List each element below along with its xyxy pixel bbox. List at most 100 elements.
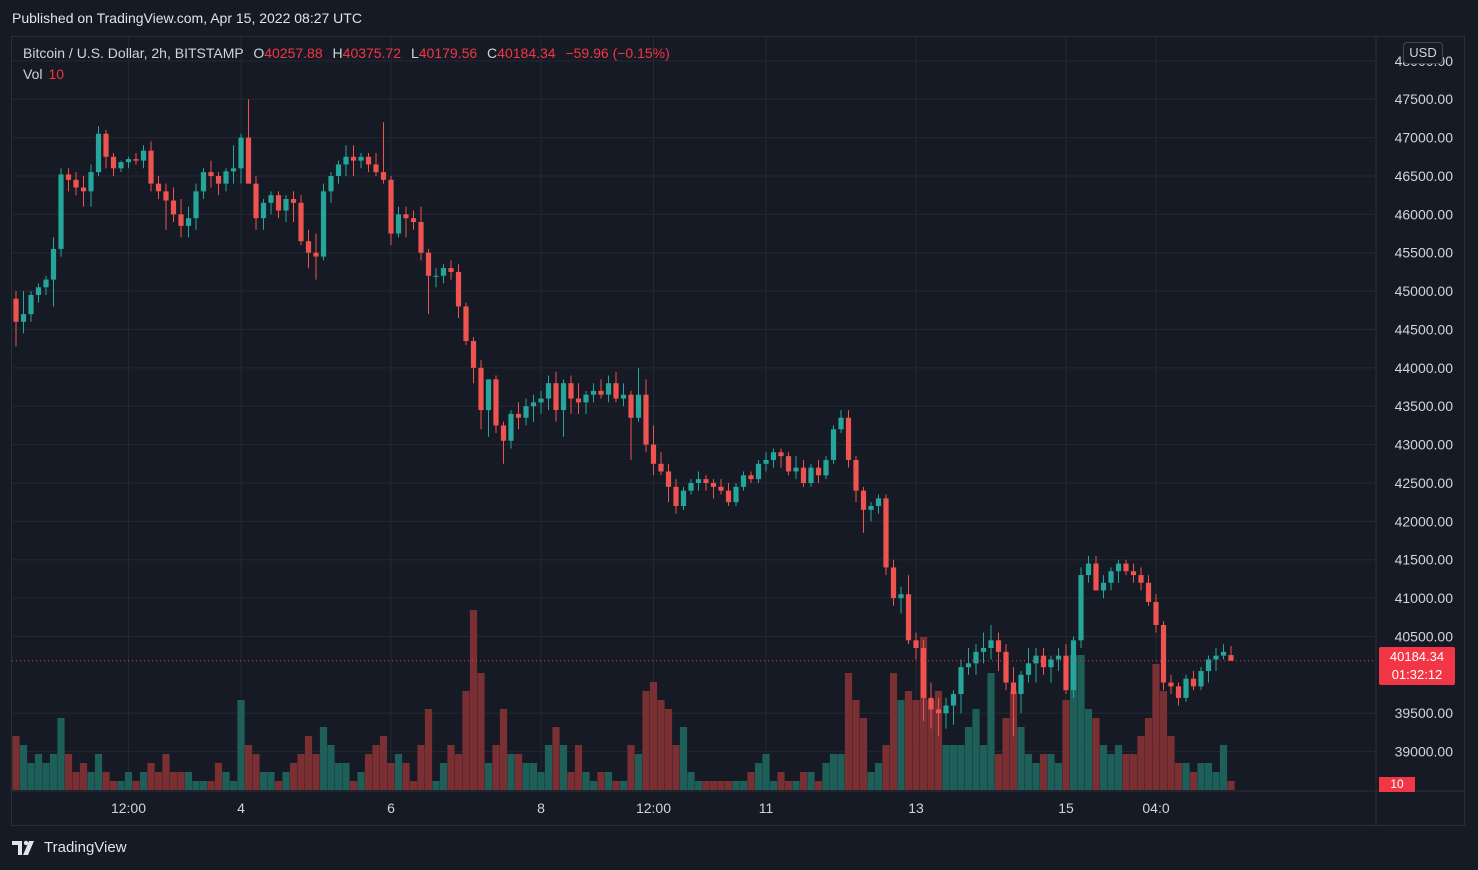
candle-body <box>538 398 544 403</box>
candle-body <box>73 179 79 188</box>
volume-bar <box>169 772 178 790</box>
volume-bar <box>1122 754 1130 790</box>
volume-bar <box>634 754 643 790</box>
candle-body <box>890 567 897 599</box>
volume-bar <box>1144 718 1153 790</box>
close-value: 40184.34 <box>497 45 556 61</box>
volume-bar <box>829 754 838 790</box>
candle-body <box>463 306 469 341</box>
volume-label[interactable]: Vol <box>23 66 43 82</box>
volume-bar <box>964 727 973 790</box>
candle-body <box>665 471 672 487</box>
volume-bar <box>717 781 725 790</box>
candle-body <box>740 475 747 487</box>
change-value: −59.96 (−0.15%) <box>565 45 670 61</box>
price-axis-label: 46000.00 <box>1395 206 1454 222</box>
volume-bar <box>1129 754 1138 790</box>
candle-body <box>568 383 574 399</box>
candle-body <box>283 199 289 211</box>
volume-bar <box>822 763 830 790</box>
candle-body <box>1033 655 1039 664</box>
candle-body <box>523 406 529 418</box>
candle-body <box>605 383 612 395</box>
candle-body <box>373 164 379 173</box>
time-axis-label: 04:0 <box>1142 800 1169 816</box>
volume-value: 10 <box>48 66 65 82</box>
volume-bar <box>27 763 35 790</box>
volume-bar <box>334 763 343 790</box>
volume-bar <box>102 772 110 790</box>
volume-bar <box>927 700 935 790</box>
candle-body <box>335 164 342 176</box>
candle-body <box>703 479 709 483</box>
candle-body <box>793 467 799 472</box>
volume-bar <box>837 754 845 790</box>
candle-body <box>425 252 432 276</box>
candle-body <box>643 394 649 445</box>
candle-body <box>650 444 657 464</box>
candle-body <box>1160 624 1167 683</box>
published-caption: Published on TradingView.com, Apr 15, 20… <box>12 10 362 26</box>
volume-bar <box>1159 691 1168 790</box>
volume-bar <box>1227 781 1235 790</box>
candle-body <box>1085 563 1092 576</box>
volume-bar <box>1099 745 1108 790</box>
volume-bar <box>649 682 658 790</box>
candle-body <box>80 187 87 192</box>
volume-bar <box>267 772 275 790</box>
currency-button[interactable]: USD <box>1403 42 1443 64</box>
volume-bar <box>507 754 515 790</box>
volume-bar <box>87 772 95 790</box>
candle-body <box>1198 671 1204 687</box>
volume-bar <box>184 772 193 790</box>
candle-body <box>1175 686 1182 698</box>
candle-body <box>755 463 762 480</box>
last-price-tag: 40184.34 01:32:12 <box>1379 647 1455 685</box>
price-axis-label: 43000.00 <box>1395 437 1454 453</box>
candle-body <box>950 694 957 706</box>
tradingview-brand[interactable]: TradingView <box>12 839 127 856</box>
volume-bar <box>852 700 860 790</box>
volume-bar <box>574 745 583 790</box>
candle-body <box>710 482 717 487</box>
volume-bar <box>1204 763 1213 790</box>
volume-bar <box>807 772 815 790</box>
volume-bar <box>799 772 808 790</box>
candle-body <box>553 383 559 411</box>
candle-body <box>620 394 627 399</box>
time-axis-label: 15 <box>1058 800 1074 816</box>
symbol-title[interactable]: Bitcoin / U.S. Dollar, 2h, BITSTAMP <box>23 45 244 61</box>
candle-body <box>343 156 349 165</box>
candle-body <box>163 191 169 201</box>
volume-bar <box>604 772 613 790</box>
open-value: 40257.88 <box>264 45 323 61</box>
volume-bar <box>499 709 508 790</box>
candle-body <box>110 156 117 169</box>
candle-body <box>290 199 297 203</box>
volume-bar <box>207 781 215 790</box>
volume-bar <box>709 781 718 790</box>
tradingview-logo-icon <box>12 840 34 855</box>
volume-bar <box>34 754 43 790</box>
candle-body <box>133 159 139 161</box>
candle-body <box>1115 563 1122 572</box>
candle-body <box>88 172 94 192</box>
volume-bar <box>679 727 688 790</box>
chart-frame[interactable] <box>11 36 1465 826</box>
candle-body <box>658 463 664 472</box>
brand-name: TradingView <box>44 839 127 856</box>
volume-bar <box>484 763 493 790</box>
bar-countdown: 01:32:12 <box>1391 667 1443 682</box>
candle-body <box>305 241 312 253</box>
last-volume-tag: 10 <box>1379 777 1415 792</box>
candle-body <box>973 651 979 664</box>
candle-body <box>1168 682 1174 687</box>
volume-bar <box>19 745 28 790</box>
candle-body <box>1018 674 1024 695</box>
volume-bar <box>814 781 823 790</box>
time-axis-label: 4 <box>237 800 245 816</box>
candle-body <box>268 195 274 203</box>
candle-body <box>875 498 882 507</box>
volume-bar <box>469 610 478 790</box>
